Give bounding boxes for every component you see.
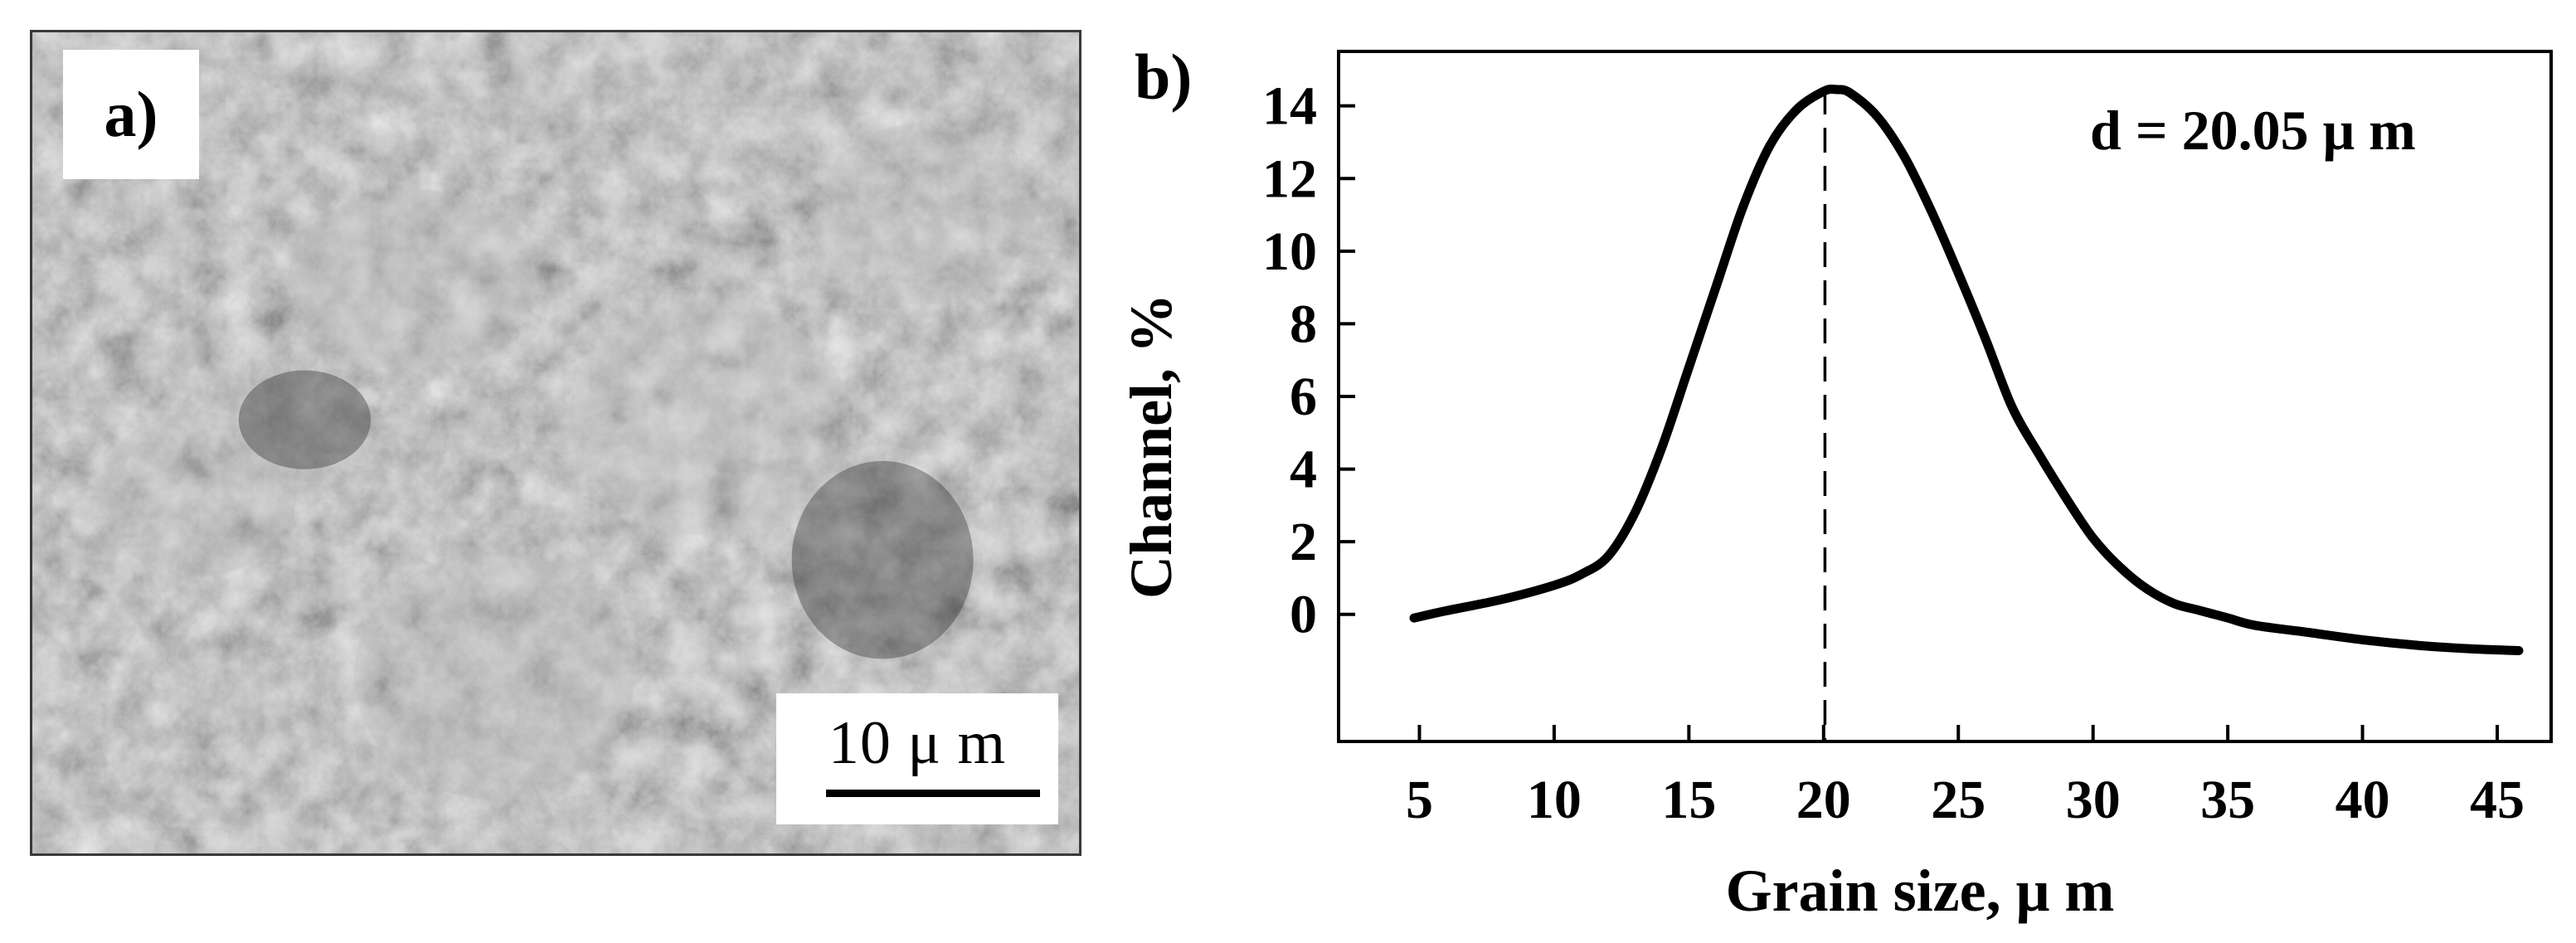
y-tick-label: 4 (1290, 440, 1317, 500)
tick-labels: 5 10 15 20 25 30 35 40 45 0 2 4 6 8 10 12 14 (1262, 76, 2525, 830)
scale-bar-box: 10 μ m (776, 693, 1058, 824)
scale-bar (826, 790, 1040, 797)
y-tick-label: 12 (1262, 148, 1317, 209)
x-tick-label: 15 (1661, 770, 1716, 830)
mean-size-annotation: d = 20.05 μ m (2090, 99, 2416, 162)
x-tick-label: 20 (1796, 770, 1851, 830)
x-tick-label: 45 (2470, 770, 2525, 830)
y-axis-title: Channel, % (1118, 294, 1184, 599)
x-tick-label: 40 (2335, 770, 2390, 830)
y-tick-label: 2 (1290, 512, 1317, 572)
y-tick-label: 8 (1290, 294, 1317, 354)
x-tick-label: 5 (1406, 770, 1433, 830)
distribution-curve (1409, 84, 2524, 655)
scale-bar-label: 10 μ m (828, 709, 1007, 777)
panel-b-label: b) (1135, 41, 1193, 113)
y-tick-label: 0 (1290, 585, 1317, 645)
x-tick-label: 25 (1931, 770, 1985, 830)
x-tick-label: 10 (1527, 770, 1582, 830)
y-tick-label: 14 (1262, 76, 1317, 137)
y-tick-label: 10 (1262, 221, 1317, 282)
x-axis-title: Grain size, μ m (1726, 858, 2115, 924)
y-tick-label: 6 (1290, 367, 1317, 427)
panel-a-label: a) (63, 50, 199, 179)
x-tick-label: 30 (2066, 770, 2121, 830)
axis-ticks (1339, 104, 2500, 741)
x-tick-label: 35 (2200, 770, 2255, 830)
